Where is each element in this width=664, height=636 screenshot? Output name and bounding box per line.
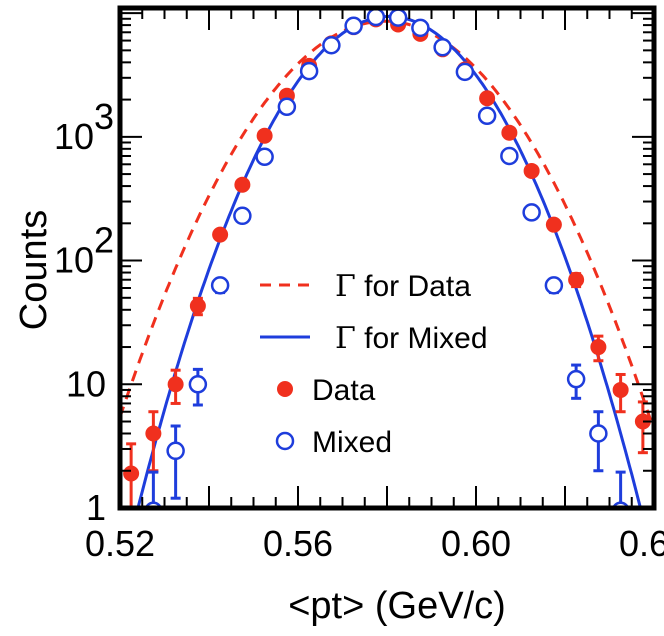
legend-text: for Mixed bbox=[356, 322, 488, 355]
x-tick-label: 0.56 bbox=[263, 523, 333, 564]
x-tick-label: 0.64 bbox=[619, 523, 664, 564]
y-axis-title: Counts bbox=[13, 210, 55, 330]
legend-open-circle-icon bbox=[275, 431, 295, 451]
point-data bbox=[501, 124, 518, 141]
point-data bbox=[523, 162, 540, 179]
point-data bbox=[634, 413, 651, 430]
tick-labels: 0.520.560.600.64110102103 bbox=[54, 96, 664, 564]
point-data bbox=[612, 381, 629, 398]
point-mixed bbox=[566, 369, 586, 389]
legend-text: Data bbox=[312, 374, 376, 407]
point-mixed bbox=[210, 276, 230, 295]
point-data bbox=[256, 127, 273, 144]
point-mixed bbox=[433, 37, 452, 57]
point-data bbox=[212, 226, 229, 243]
y-tick-exponent: 3 bbox=[94, 96, 114, 137]
legend-greek: Γ bbox=[335, 269, 356, 304]
point-data bbox=[234, 176, 251, 193]
point-mixed bbox=[477, 106, 497, 126]
y-tick-label: 10 bbox=[54, 116, 94, 157]
x-tick-label: 0.52 bbox=[85, 523, 155, 564]
point-mixed bbox=[255, 147, 274, 167]
data-points bbox=[123, 8, 651, 508]
point-data bbox=[145, 425, 162, 442]
legend-filled-circle-icon bbox=[277, 381, 293, 397]
y-tick-label: 10 bbox=[66, 363, 106, 404]
point-data bbox=[189, 297, 206, 314]
point-data bbox=[590, 339, 607, 356]
point-mixed bbox=[522, 203, 541, 222]
point-mixed bbox=[388, 8, 408, 27]
point-mixed bbox=[144, 501, 163, 508]
point-mixed bbox=[299, 61, 319, 81]
axis-ticks bbox=[119, 8, 655, 509]
point-mixed bbox=[233, 206, 252, 226]
point-data bbox=[568, 271, 585, 288]
legend-label: Γ for Mixed bbox=[335, 321, 488, 356]
point-mixed bbox=[411, 18, 430, 38]
legend-entry-fit_mixed: Γ for Mixed bbox=[260, 321, 488, 356]
point-mixed bbox=[589, 424, 608, 443]
y-tick-exponent: 2 bbox=[94, 220, 114, 261]
point-data bbox=[545, 216, 562, 233]
x-axis-title: <pt> (GeV/c) bbox=[288, 585, 506, 627]
legend-label: Mixed bbox=[312, 426, 392, 459]
point-mixed bbox=[166, 441, 185, 461]
point-mixed bbox=[455, 62, 475, 82]
point-mixed bbox=[188, 375, 208, 394]
point-mixed bbox=[277, 97, 297, 117]
point-data bbox=[479, 90, 496, 107]
point-data bbox=[167, 376, 184, 393]
x-tick-label: 0.60 bbox=[441, 523, 511, 564]
point-mixed bbox=[500, 146, 519, 166]
point-mixed bbox=[366, 8, 386, 27]
y-tick-label: 10 bbox=[54, 240, 94, 281]
legend-label: Data bbox=[312, 374, 376, 407]
legend-text: Mixed bbox=[312, 426, 392, 459]
point-mixed bbox=[344, 16, 363, 36]
legend-label: Γ for Data bbox=[335, 269, 471, 304]
legend-greek: Γ bbox=[335, 321, 356, 356]
legend-text: for Data bbox=[356, 270, 471, 303]
point-mixed bbox=[611, 501, 630, 508]
y-tick-label: 1 bbox=[86, 487, 106, 528]
point-data bbox=[123, 465, 140, 482]
point-mixed bbox=[322, 35, 341, 55]
legend-entry-mixed: Mixed bbox=[275, 426, 392, 459]
legend-entry-data: Data bbox=[277, 374, 376, 407]
legend-entry-fit_data: Γ for Data bbox=[260, 269, 471, 304]
point-mixed bbox=[544, 276, 564, 295]
